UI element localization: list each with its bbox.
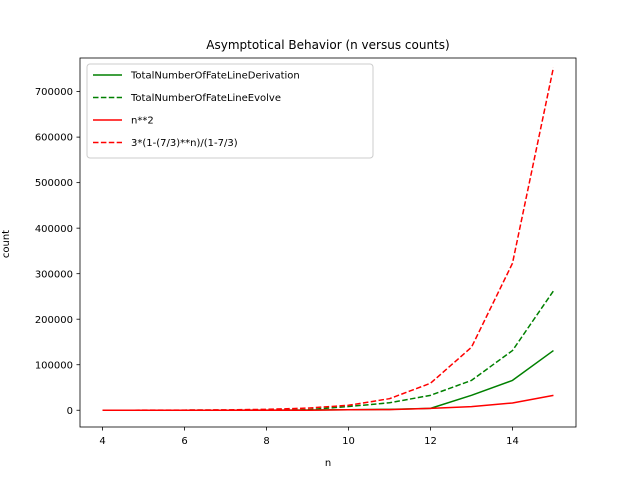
x-tick-label: 8 (263, 436, 269, 447)
x-tick-label: 6 (181, 436, 187, 447)
y-tick-label: 600000 (35, 133, 73, 144)
plot-frame (79, 57, 577, 428)
legend-label-1: TotalNumberOfFateLineDerivation (130, 71, 300, 82)
legend-label-3: n**2 (131, 116, 154, 127)
y-tick-label: 100000 (35, 360, 73, 371)
axes-layer: 4 6 8 10 12 14 0 100000 200000 300000 400000 500000… (35, 57, 577, 447)
x-tick-label: 10 (342, 436, 355, 447)
series-layer (102, 67, 555, 411)
legend: TotalNumberOfFateLineDerivation TotalNumb… (86, 63, 374, 159)
legend-label-4: 3*(1-(7/3)**n)/(1-7/3) (131, 138, 238, 149)
y-tick-label: 500000 (35, 178, 73, 189)
x-tick-label: 4 (99, 436, 105, 447)
y-axis-label: count (1, 230, 12, 258)
chart-title: Asymptotical Behavior (n versus counts) (206, 38, 449, 52)
y-tick-label: 400000 (35, 224, 73, 235)
y-tick-label: 0 (67, 406, 73, 417)
y-tick-label: 300000 (35, 269, 73, 280)
legend-label-2: TotalNumberOfFateLineEvolve (130, 93, 281, 104)
x-tick-label: 14 (506, 436, 519, 447)
series-line-4 (102, 67, 555, 411)
y-tick-label: 200000 (35, 315, 73, 326)
y-tick-label: 700000 (35, 87, 73, 98)
x-axis-label: n (325, 458, 331, 469)
x-tick-label: 12 (424, 436, 437, 447)
legend-box (86, 63, 374, 159)
